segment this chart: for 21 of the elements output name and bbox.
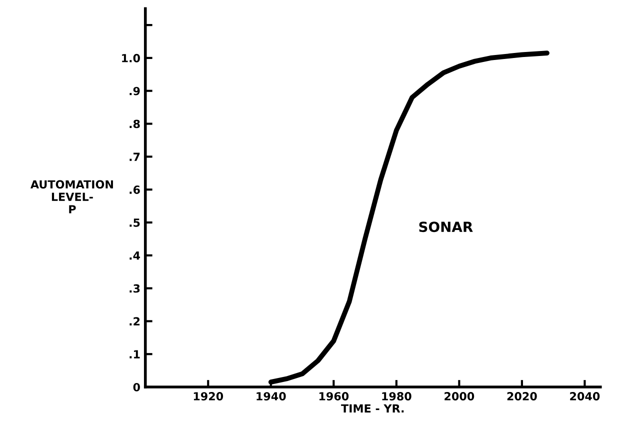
x-tick-label: 1960 xyxy=(319,392,349,400)
x-tick-label: 2020 xyxy=(507,392,537,400)
y-tick-label: 1.0 xyxy=(122,54,140,62)
y-tick-label: .5 xyxy=(130,218,140,227)
x-axis-title: TIME - YR. xyxy=(341,404,404,412)
x-tick-label: 1920 xyxy=(194,392,224,400)
y-tick-label: .9 xyxy=(130,86,140,96)
y-axis-title: AUTOMATION LEVEL- P xyxy=(30,180,113,214)
y-tick-label: .6 xyxy=(130,186,140,194)
y-tick-label: .4 xyxy=(130,252,140,260)
x-tick-label: 1940 xyxy=(256,392,286,400)
y-tick-label: .3 xyxy=(130,284,140,293)
y-tick-label: .7 xyxy=(130,152,140,161)
text: SONAR xyxy=(419,222,473,232)
x-tick-label: 2000 xyxy=(444,392,474,400)
y-tick-label: .8 xyxy=(130,120,140,128)
x-tick-label: 2040 xyxy=(570,392,600,400)
y-tick-label: 0 xyxy=(133,382,140,392)
y-tick-label: .1 xyxy=(130,350,140,358)
x-tick-label: 1980 xyxy=(382,392,412,400)
y-tick-label: .2 xyxy=(130,317,140,326)
